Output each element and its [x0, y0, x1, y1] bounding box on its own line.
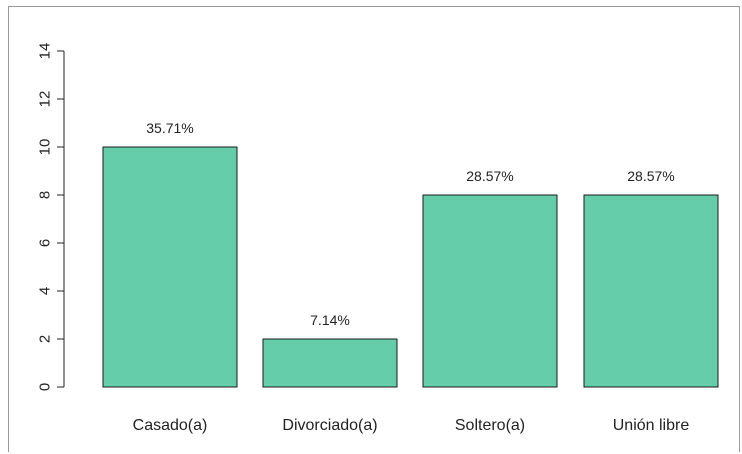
bar-data-label: 7.14% — [310, 312, 350, 328]
y-tick-label: 8 — [36, 191, 53, 199]
category-labels: Casado(a) Divorciado(a) Soltero(a) Unión li… — [133, 417, 690, 434]
bar-data-label: 28.57% — [627, 168, 674, 184]
y-tick-label: 4 — [36, 287, 53, 295]
y-tick-label: 12 — [36, 91, 53, 108]
y-tick-label: 10 — [36, 139, 53, 156]
category-label: Casado(a) — [133, 417, 208, 434]
bar — [262, 338, 398, 388]
y-tick-label: 0 — [36, 383, 53, 391]
y-tick-label: 6 — [36, 239, 53, 247]
chart-frame — [8, 6, 740, 452]
bar-data-label: 35.71% — [146, 120, 193, 136]
bar — [422, 194, 558, 388]
y-tick-label: 14 — [36, 43, 53, 60]
y-tick-label: 2 — [36, 335, 53, 343]
bar-data-label: 28.57% — [466, 168, 513, 184]
category-label: Soltero(a) — [455, 417, 525, 434]
bars — [102, 146, 719, 388]
category-label: Divorciado(a) — [282, 417, 377, 434]
bar — [583, 194, 719, 388]
category-label: Unión libre — [613, 417, 690, 434]
data-labels: 35.71% 7.14% 28.57% 28.57% — [146, 120, 674, 328]
y-axis: 0 2 4 6 8 10 12 14 — [36, 43, 65, 391]
bar — [102, 146, 238, 388]
